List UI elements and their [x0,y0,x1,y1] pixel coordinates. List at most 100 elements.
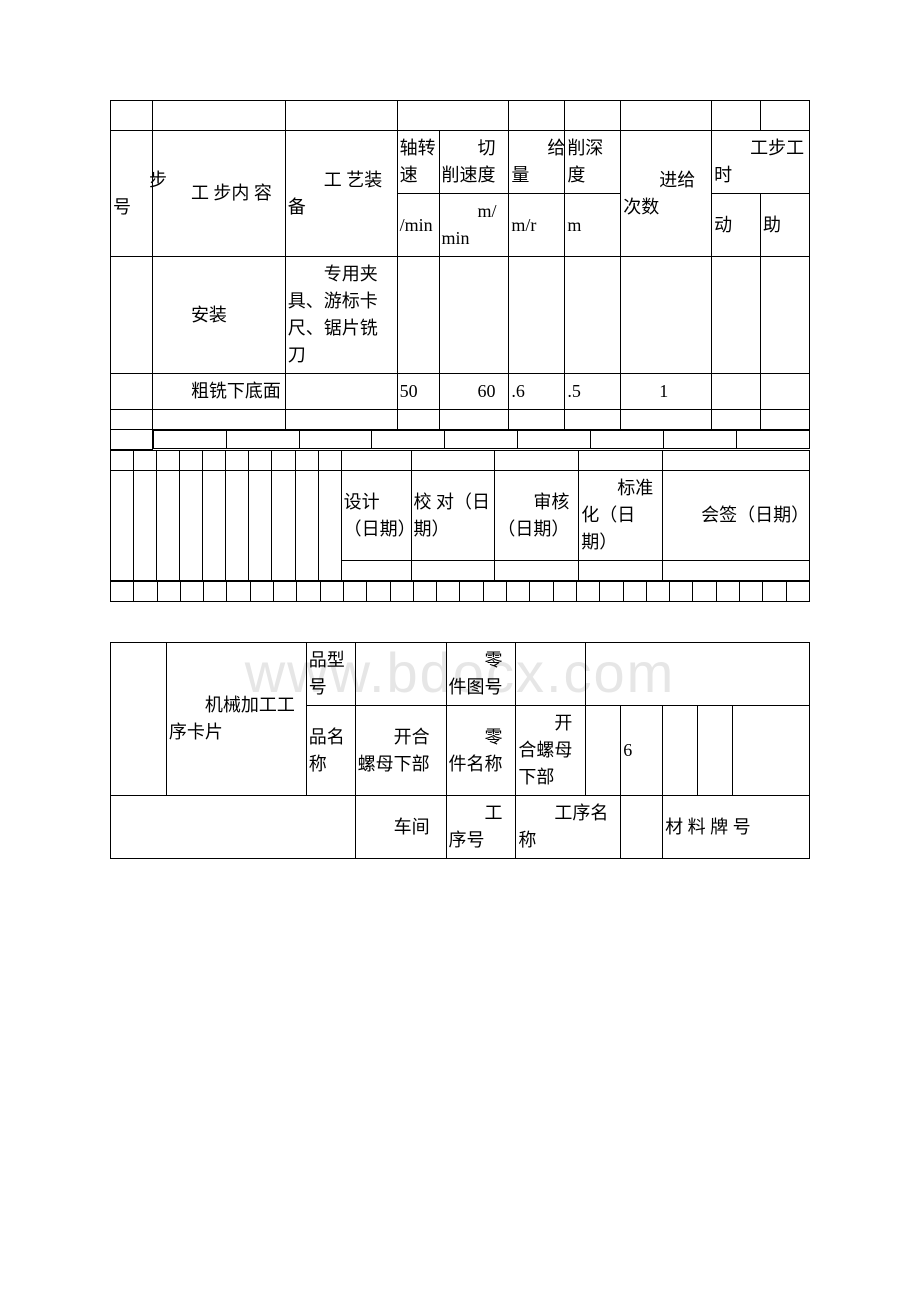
cell [153,431,226,449]
cell [586,643,810,706]
cell [397,101,509,131]
cell [763,582,786,602]
cell [621,101,712,131]
row1-tooling: 专用夹具、游标卡尺、锯片铣刀 [285,257,397,374]
cell [439,257,509,374]
cell [623,582,646,602]
footer-sign: 会签（日期） [663,471,810,561]
cell [761,101,810,131]
cell [111,643,167,796]
unit-mr: m/r [509,194,565,257]
cell [698,706,733,796]
cell [111,257,153,374]
cell [740,582,763,602]
card-title: 机械加工工序卡片 [166,643,306,796]
unit-m: m [565,194,621,257]
cell [495,561,579,581]
cell [227,582,250,602]
cell [111,101,153,131]
cell [565,101,621,131]
cell [411,451,495,471]
cell [518,431,591,449]
cell [343,582,366,602]
row2-v5: 1 [621,374,712,410]
cell [111,582,134,602]
cell [249,451,272,471]
cell [285,410,397,430]
workshop-label: 车间 [355,796,446,859]
cell [553,582,576,602]
cell [111,796,356,859]
time-dong: 动 [712,194,761,257]
cell [152,101,285,131]
cell [157,471,180,581]
cell [516,643,586,706]
unit-rmin: /min [397,194,439,257]
cell [134,471,157,581]
cell [495,451,579,471]
cell [250,582,273,602]
row2-v4: .5 [565,374,621,410]
cell [397,410,439,430]
cell [111,430,153,450]
cell [786,582,809,602]
cell [576,582,599,602]
cell [736,431,809,449]
cell [111,471,134,581]
footer-grid-bottom [110,581,810,602]
cell [621,796,663,859]
cell [670,582,693,602]
cell [761,374,810,410]
cell [716,582,739,602]
feed-amount-header: 给量 [509,131,565,194]
cell [509,410,565,430]
name-label: 品名称 [306,706,355,796]
model-label: 品型号 [306,643,355,706]
cell [355,643,446,706]
cell [530,582,553,602]
cell [134,582,157,602]
num6: 6 [621,706,663,796]
cell [579,561,663,581]
cell [586,706,621,796]
cell [299,431,372,449]
unit-mmin: m/min [439,194,509,257]
cell [437,582,460,602]
cell [111,410,153,430]
cell [272,471,295,581]
cell [439,410,509,430]
process-table-2: 机械加工工序卡片 品型号 零件图号 品名称 开合螺母下部 零件名称 开合螺母下部… [110,642,810,859]
cell [565,410,621,430]
cell [646,582,669,602]
cell [320,582,343,602]
cell [621,410,712,430]
cell [111,451,134,471]
cell [157,582,180,602]
cell [152,410,285,430]
cell [761,410,810,430]
cell [341,561,411,581]
step-content-header: 工 步内 容 [152,131,285,257]
feed-count-header: 进给次数 [621,131,712,257]
footer-review: 审核（日期） [495,471,579,561]
cell [663,431,736,449]
cell [621,257,712,374]
cell [390,582,413,602]
row2-v2: 60 [439,374,509,410]
material-label: 材 料 牌 号 [663,796,810,859]
cell [226,451,249,471]
cell [509,101,565,131]
cell [600,582,623,602]
cell [204,582,227,602]
cell [226,471,249,581]
cell [180,451,203,471]
cell [203,471,226,581]
spindle-header: 轴转速 [397,131,439,194]
process-no-label: 工序号 [446,796,516,859]
cell [712,257,761,374]
cell [579,451,663,471]
cell [372,431,445,449]
cell [565,257,621,374]
cell [157,451,180,471]
cell [249,471,272,581]
